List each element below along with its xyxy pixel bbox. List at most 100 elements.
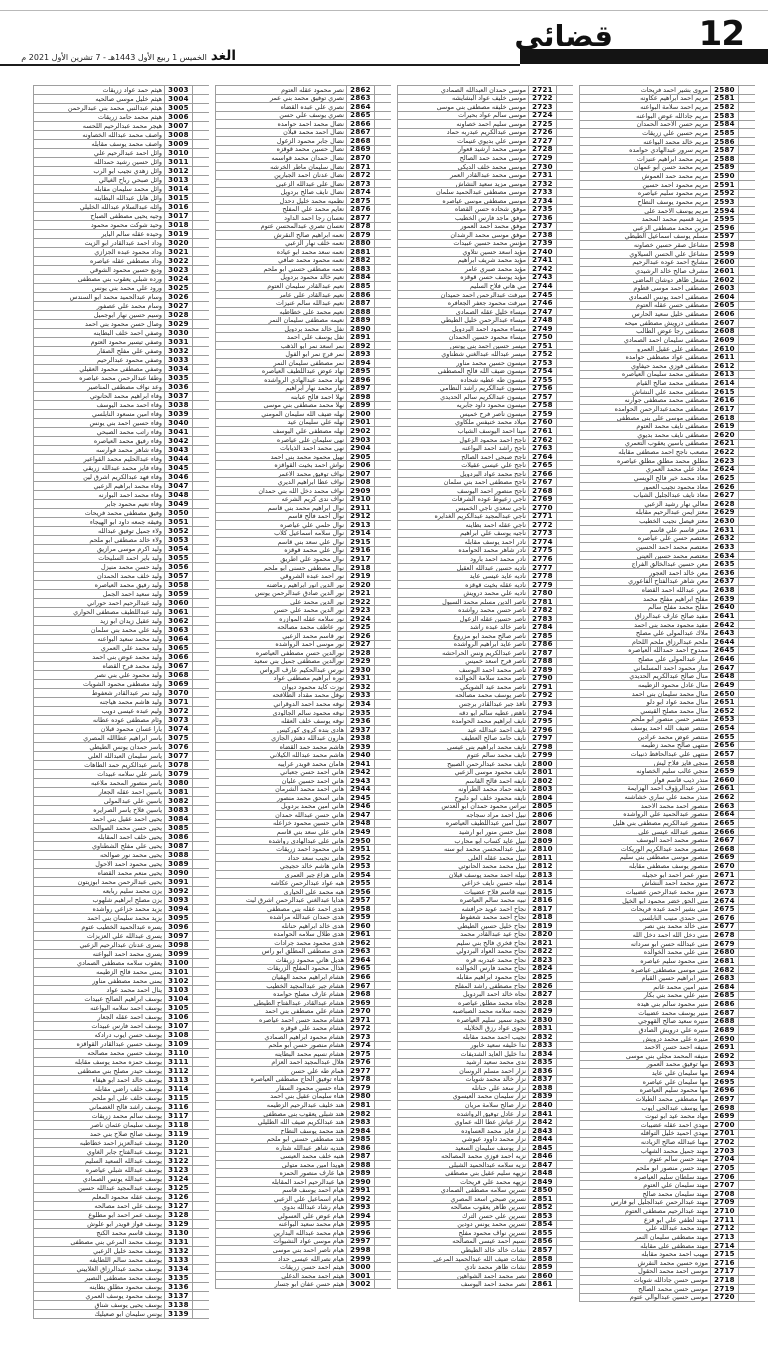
serial-number: 2796 (528, 725, 556, 735)
list-row: موسى مصطفى موسى عياصره 2734 (397, 196, 573, 206)
person-name: نجاح محمود ابراهيم مقابله (397, 973, 528, 982)
spacer-cell (738, 948, 755, 958)
person-name: وليد اكرم موسى مرازيق (33, 545, 164, 554)
spacer-cell (192, 338, 209, 347)
serial-number: 2904 (346, 444, 374, 453)
spacer-cell (192, 140, 209, 149)
serial-number: 2631 (710, 525, 738, 535)
person-name: يحيى محمود احمد الاحول (33, 860, 164, 869)
list-row: ندا خليفه سعيد خابور 2833 (397, 1041, 573, 1051)
spacer-cell (738, 543, 755, 552)
list-row: هيثم احمد حسن زريقات 3000 (215, 1263, 391, 1272)
list-row: مريم محمد ابراهيم عنيزات 2588 (579, 155, 755, 164)
serial-number: 2630 (710, 517, 738, 526)
list-row: ناجح مصطفى احمد بني سلمان 2767 (397, 478, 573, 487)
person-name: يحيى علي مفلح الشطناوي (33, 842, 164, 851)
spacer-cell (192, 329, 209, 338)
spacer-cell (738, 793, 755, 802)
serial-number: 2613 (710, 370, 738, 380)
serial-number: 3046 (164, 473, 192, 482)
person-name: نجاه محمد مطلق عياصره (397, 998, 528, 1008)
spacer-cell (556, 1084, 573, 1093)
serial-number: 3004 (164, 95, 192, 104)
spacer-cell (738, 232, 755, 242)
person-name: هاشم محمد عبدالله الكيلاني (215, 751, 346, 760)
person-name: وائل صبحي رباح الغيالي (33, 176, 164, 185)
spacer-cell (374, 367, 391, 377)
spacer-cell (374, 546, 391, 556)
person-name: هاشم محمد حمد القضاه (215, 742, 346, 752)
person-name: مهند مصطفى سليمان النمر (579, 1233, 710, 1242)
list-row: نوال حلمي علي عياصره 2913 (215, 521, 391, 530)
spacer-cell (556, 333, 573, 342)
spacer-cell (374, 504, 391, 513)
person-name: واصف محمد يوسف مقابله (33, 140, 164, 149)
spacer-cell (192, 815, 209, 824)
list-row: وفاء عبدالحليم محمد القواعير 3044 (33, 455, 209, 464)
serial-number: 2620 (710, 431, 738, 440)
spacer-cell (738, 284, 755, 293)
list-row: وليد محمد عوض بني احمد 3066 (33, 653, 209, 662)
serial-number: 2991 (346, 1186, 374, 1196)
list-row: وداد احمد عبدالقادر ابو الزيت 3020 (33, 239, 209, 248)
serial-number: 3082 (164, 797, 192, 806)
serial-number: 2921 (346, 589, 374, 598)
person-name: مريم سرور عبدالهادي حوامده (579, 146, 710, 155)
list-row: مصطفى احمد موسى قطوم 2603 (579, 284, 755, 293)
serial-number: 2621 (710, 439, 738, 449)
spacer-cell (738, 120, 755, 130)
person-name: نعمه ابراهيم صالح النقرش (215, 231, 346, 240)
serial-number: 2760 (528, 418, 556, 428)
person-name: مي هاني فلاح السليم (397, 282, 528, 291)
list-row: ميسون ضيف الله فالح المصطفى 2754 (397, 367, 573, 377)
serial-number: 3065 (164, 644, 192, 653)
serial-number: 3073 (164, 716, 192, 725)
serial-number: 2930 (346, 666, 374, 675)
person-name: نظميه محمد خليل دحدل (215, 196, 346, 206)
serial-number: 2863 (346, 94, 374, 104)
spacer-cell (374, 205, 391, 214)
spacer-cell (556, 1135, 573, 1144)
spacer-cell (738, 1293, 755, 1303)
list-row: نزار محمد داوود عيوشي 2844 (397, 1135, 573, 1144)
list-row: موسى خليف عواد البشايشه 2722 (397, 94, 573, 104)
list-row: نوال ابراهيم محمد بني قاسم 2911 (215, 504, 391, 513)
person-name: مهدي احمد عقله عضيبات (579, 1121, 710, 1130)
serial-number: 2861 (528, 1280, 556, 1289)
serial-number: 2653 (710, 715, 738, 725)
spacer-cell (192, 1067, 209, 1076)
list-row: يسرى عدنان عبدالرحيم الزعبي 3098 (33, 941, 209, 950)
serial-number: 2832 (528, 1032, 556, 1042)
spacer-cell (556, 495, 573, 505)
serial-number: 2747 (528, 307, 556, 317)
person-name: نايف حامد صالح العطيف (397, 734, 528, 743)
serial-number: 2609 (710, 336, 738, 345)
list-row: نبيل محمد محمد الحانوتي 2812 (397, 862, 573, 871)
list-row: مزيد قسيم محمد المحمد 2595 (579, 215, 755, 224)
list-row: ناصر يوسف محمد مصالحه 2792 (397, 691, 573, 701)
serial-number: 3020 (164, 239, 192, 248)
serial-number: 2924 (346, 614, 374, 624)
serial-number: 2663 (710, 801, 738, 811)
serial-number: 3010 (164, 149, 192, 158)
person-name: يسرى محمد احمد البواعنه (33, 950, 164, 959)
serial-number: 2736 (528, 213, 556, 223)
section-title-bar (520, 49, 768, 64)
person-name: وليد حسن محمد منيزل (33, 563, 164, 572)
serial-number: 2647 (710, 663, 738, 673)
spacer-cell (192, 968, 209, 977)
person-name: وليد عبداللطيف مصطفى الحواري (33, 608, 164, 617)
serial-number: 2959 (346, 913, 374, 923)
serial-number: 2986 (346, 1143, 374, 1153)
list-row: هند شبلي يعقوب بني مصطفى 2982 (215, 1109, 391, 1119)
list-row: هيام احمد يوسف قاسم 2991 (215, 1186, 391, 1196)
list-row: وليم عبده عيسى دويب 3072 (33, 707, 209, 716)
person-name: نضال نايف صالح بردويل (215, 188, 346, 197)
spacer-cell (374, 683, 391, 692)
list-row: وليد عقيل زيدان ابو زيد 3062 (33, 617, 209, 626)
spacer-cell (374, 930, 391, 940)
person-name: مهند عبدالرحمن عبدالجليل ابو فارس (579, 1198, 710, 1208)
list-row: وفاء محمد احمد البوارنه 3048 (33, 491, 209, 500)
person-name: هيام احمد يوسف قاسم (215, 1186, 346, 1196)
spacer-cell (556, 546, 573, 556)
